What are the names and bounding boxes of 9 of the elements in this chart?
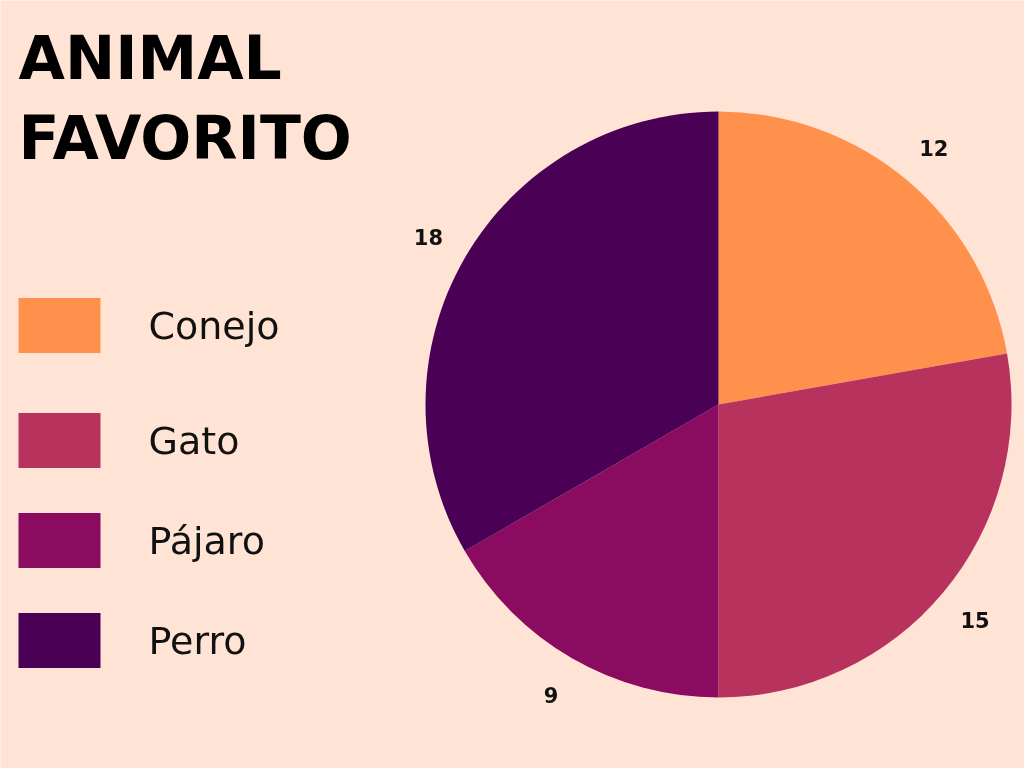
legend-label: Perro <box>148 618 247 663</box>
legend-label: Conejo <box>148 303 280 348</box>
legend-label: Gato <box>148 418 240 463</box>
legend-label: Pájaro <box>148 518 265 563</box>
data-label: 9 <box>543 683 559 708</box>
data-label: 18 <box>413 226 443 250</box>
data-label: 15 <box>960 608 990 633</box>
data-label: 12 <box>919 136 949 161</box>
chart-title: ANIMAL FAVORITO <box>18 22 352 173</box>
